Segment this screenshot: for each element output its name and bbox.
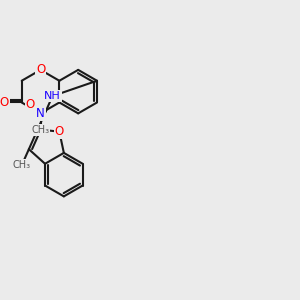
Text: CH₃: CH₃ xyxy=(32,125,50,135)
Text: N: N xyxy=(36,107,45,120)
Text: NH: NH xyxy=(44,91,61,101)
Text: CH₃: CH₃ xyxy=(13,160,31,170)
Text: O: O xyxy=(55,125,64,138)
Text: O: O xyxy=(0,96,9,109)
Text: O: O xyxy=(26,98,35,111)
Text: O: O xyxy=(36,63,45,76)
